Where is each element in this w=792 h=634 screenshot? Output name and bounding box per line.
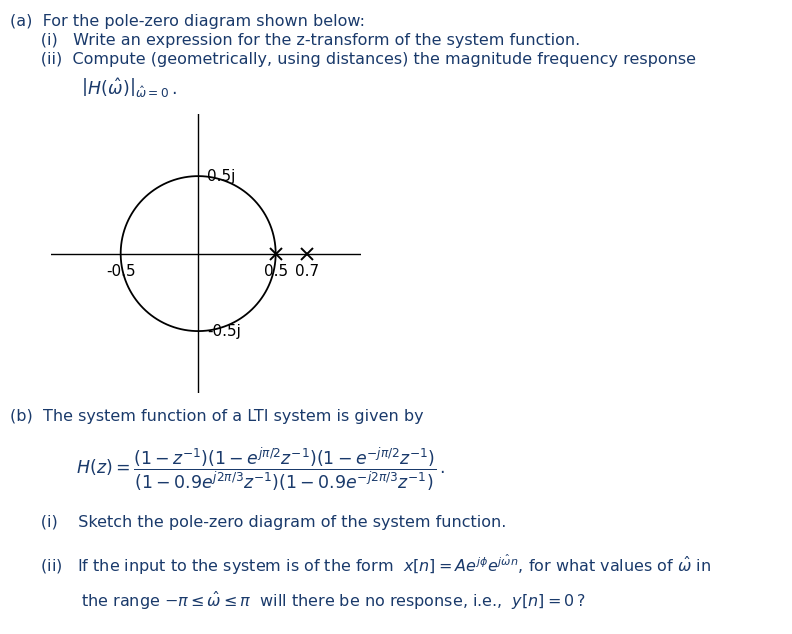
Text: $\left|H(\hat{\omega})\right|_{\hat{\omega}=0}\,.$: $\left|H(\hat{\omega})\right|_{\hat{\ome… (10, 76, 177, 100)
Text: (b)  The system function of a LTI system is given by: (b) The system function of a LTI system … (10, 409, 424, 424)
Text: 0.7: 0.7 (295, 264, 318, 280)
Text: (i)    Sketch the pole-zero diagram of the system function.: (i) Sketch the pole-zero diagram of the … (10, 515, 507, 531)
Text: -0.5: -0.5 (106, 264, 135, 280)
Text: (ii)  Compute (geometrically, using distances) the magnitude frequency response: (ii) Compute (geometrically, using dista… (10, 52, 696, 67)
Text: (i)   Write an expression for the z-transform of the system function.: (i) Write an expression for the z-transf… (10, 33, 581, 48)
Text: 0.5j: 0.5j (208, 169, 236, 184)
Text: the range $-\pi \leq \hat{\omega} \leq \pi$  will there be no response, i.e.,  $: the range $-\pi \leq \hat{\omega} \leq \… (10, 590, 586, 612)
Text: 0.5: 0.5 (264, 264, 287, 280)
Text: $H(z)=\dfrac{(1-z^{-1})(1-e^{j\pi/2}z^{-1})(1-e^{-j\pi/2}z^{-1})}{(1-0.9e^{j2\pi: $H(z)=\dfrac{(1-z^{-1})(1-e^{j\pi/2}z^{-… (10, 446, 446, 493)
Text: (a)  For the pole-zero diagram shown below:: (a) For the pole-zero diagram shown belo… (10, 14, 365, 29)
Text: -0.5j: -0.5j (208, 323, 242, 339)
Text: (ii)   If the input to the system is of the form  $x[n]=Ae^{j\phi}e^{j\hat{\omeg: (ii) If the input to the system is of th… (10, 553, 711, 578)
